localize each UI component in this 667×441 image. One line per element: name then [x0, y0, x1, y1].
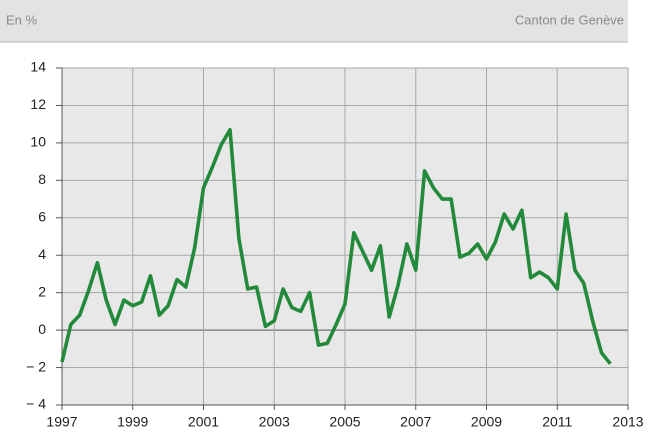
x-tick-label: 2003	[259, 414, 290, 430]
y-tick-label: 8	[38, 171, 46, 187]
x-tick-label: 1999	[117, 414, 148, 430]
y-tick-label: 12	[30, 96, 46, 112]
y-tick-label: 4	[38, 246, 46, 262]
y-tick-label: − 4	[26, 396, 46, 412]
x-tick-label: 1997	[46, 414, 77, 430]
y-tick-label: − 2	[26, 358, 46, 374]
y-tick-label: 6	[38, 208, 46, 224]
header-band	[0, 0, 628, 42]
y-tick-label: 2	[38, 283, 46, 299]
data-line	[60, 127, 612, 365]
x-tick-label: 2011	[542, 414, 572, 430]
y-tick-label: 0	[38, 321, 46, 337]
y-tick-label: 14	[30, 59, 46, 75]
y-tick-label: 10	[30, 134, 46, 150]
x-tick-label: 2001	[188, 414, 219, 430]
x-tick-label: 2007	[400, 414, 431, 430]
x-tick-label: 2013	[612, 414, 643, 430]
x-tick-label: 2009	[471, 414, 502, 430]
unit-label: En %	[6, 12, 38, 27]
x-tick-label: 2005	[329, 414, 360, 430]
region-label: Canton de Genève	[515, 12, 624, 27]
